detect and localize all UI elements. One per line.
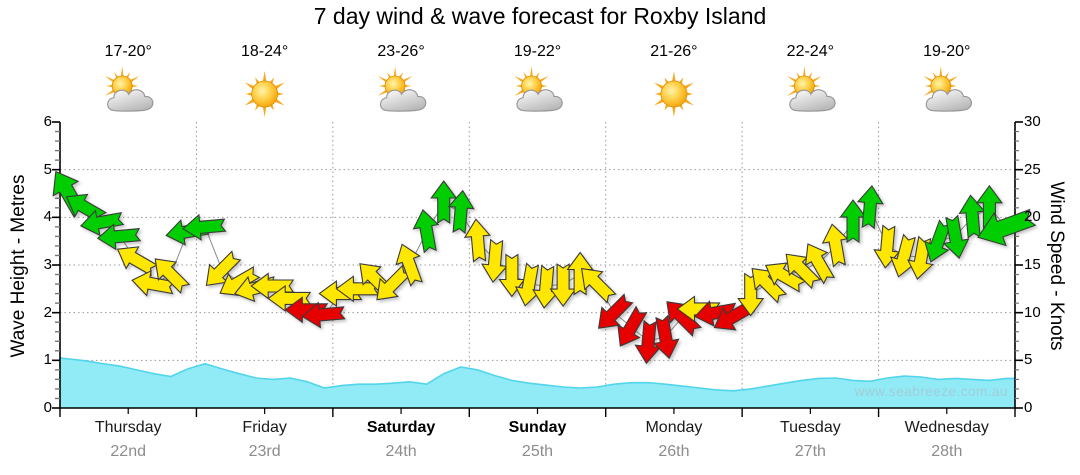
chart-title: 7 day wind & wave forecast for Roxby Isl… [313,3,767,29]
temperature-label: 21-26° [650,43,698,60]
temperature-label: 18-24° [240,43,289,60]
date-label: 27th [794,443,826,460]
day-label: Thursday [94,419,162,436]
wave-axis-tick-label: 5 [43,160,52,178]
wind-arrow [250,272,295,300]
temperature-label: 23-26° [377,43,425,60]
wind-axis-tick-label: 20 [1024,208,1041,226]
wind-arrow [498,253,526,298]
axis-ticks [52,121,1023,417]
wind-arrow [977,208,1037,247]
wave-axis-tick-label: 6 [43,113,52,130]
wind-arrow [430,180,458,225]
day-label: Saturday [366,419,436,436]
wind-arrow [480,238,509,284]
temperature-label: 19-22° [513,43,562,60]
wave-axis-tick-label: 2 [43,303,52,321]
wind-arrow [301,301,346,329]
wind-arrow [856,184,884,230]
wind-arrow [463,218,491,263]
date-label: 23rd [248,443,281,460]
wave-axis-tick-label: 0 [43,399,52,416]
wind-arrow [549,263,577,308]
wind-arrow [154,258,191,295]
wind-arrow [131,269,176,297]
wind-arrow [942,214,970,259]
date-label: 22nd [110,443,146,460]
weather-icon-sun-cloud [923,66,973,112]
weather-icon-sun-cloud [377,66,427,112]
day-label: Sunday [508,419,567,436]
wind-arrow [958,194,986,239]
day-label: Monday [645,419,703,436]
wind-arrow [376,264,413,301]
wind-arrow [96,223,142,251]
weather-icon-sun [244,71,285,117]
wind-arrow [764,262,807,293]
date-label: 25th [521,443,554,460]
wind-axis-tick-label: 30 [1024,113,1041,130]
wind-arrow [617,305,648,347]
wind-arrow [335,275,380,303]
temperature-label: 17-20° [104,43,152,60]
wave-axis-tick-label: 1 [43,351,52,369]
wind-axis-tick-label: 15 [1024,256,1041,273]
wind-arrow [652,314,680,360]
weather-icon-sun-cloud [104,66,154,112]
day-label: Friday [242,419,287,436]
date-label: 26th [658,443,690,460]
temperature-label: 19-20° [923,43,971,60]
wind-arrow [412,209,440,254]
wind-arrow [785,253,822,290]
plot-grid [60,122,1015,408]
day-label: Wednesday [904,419,989,436]
date-label: 28th [931,443,963,460]
wind-arrow [804,243,836,285]
wind-axis-tick-label: 25 [1024,160,1041,178]
temperature-label: 22-24° [786,43,835,60]
wind-arrow [580,267,617,304]
wave-area [59,357,1016,408]
wind-arrow [182,213,227,241]
watermark: www.seabreeze.com.au [854,384,1008,399]
wind-arrow [80,209,125,237]
wave-axis-tick-label: 3 [43,256,52,273]
wind-arrow [116,246,159,277]
wave-axis-tick-label: 4 [43,208,52,226]
weather-icon-sun-cloud [787,66,836,112]
wind-axis-tick-label: 5 [1024,351,1033,369]
date-label: 24th [385,443,417,460]
wind-arrow [267,284,312,312]
wind-arrow [447,189,475,235]
wind-arrow [821,223,849,268]
wind-arrows [52,170,1037,365]
left-axis-title: Wave Height - Metres [8,174,29,358]
wind-axis-tick-label: 0 [1024,399,1033,416]
day-label: Tuesday [779,419,841,436]
right-axis-title: Wind Speed - Knots [1046,181,1067,351]
wind-arrow [924,219,952,263]
wind-arrow [395,243,423,287]
weather-icon-sun [654,71,694,117]
wind-arrow [737,272,765,317]
wind-axis-tick-label: 10 [1024,303,1041,321]
weather-icon-sun-cloud [514,66,563,112]
wind-arrow [597,293,634,329]
